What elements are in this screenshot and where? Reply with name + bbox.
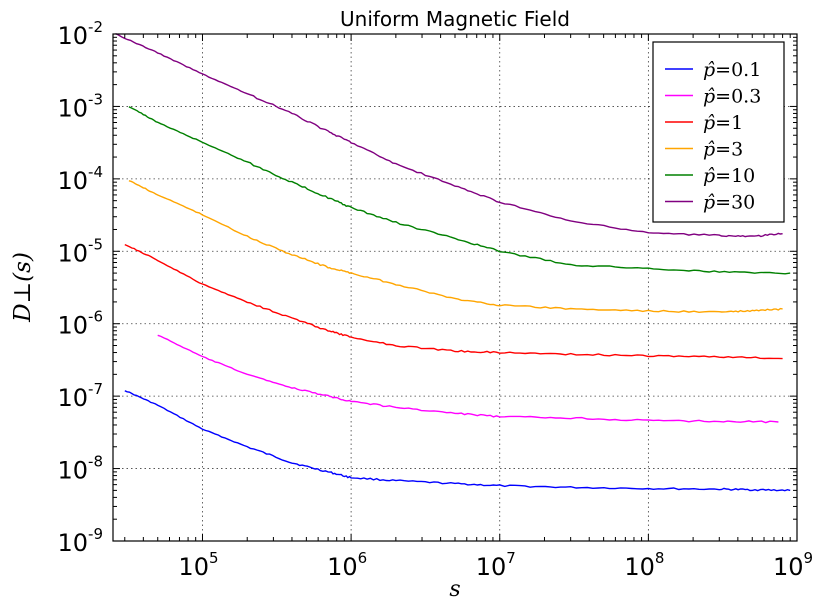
x-tick-label: 109 <box>773 549 813 581</box>
legend-label: p̂=0.3 <box>703 86 761 108</box>
y-tick-label: 10-9 <box>57 525 103 557</box>
grid-layer <box>113 34 798 541</box>
x-axis-label: s <box>449 577 460 602</box>
series-line <box>115 32 783 238</box>
legend-label: p̂=1 <box>703 112 743 134</box>
y-tick-label: 10-7 <box>57 380 103 412</box>
series-line <box>128 106 791 275</box>
series-layer <box>115 32 791 492</box>
legend: p̂=0.1 p̂=0.3 p̂=1 p̂=3 p̂=10 p̂=30 <box>652 41 785 223</box>
series-line <box>124 243 783 360</box>
legend-label: p̂=0.1 <box>703 59 761 81</box>
chart-title: Uniform Magnetic Field <box>340 7 570 31</box>
x-tick-label: 107 <box>476 549 516 581</box>
series-line <box>157 334 779 424</box>
x-tick-label: 108 <box>624 549 664 581</box>
x-tick-label: 105 <box>178 549 218 581</box>
x-tick-label: 106 <box>327 549 367 581</box>
legend-label: p̂=30 <box>703 192 755 214</box>
tick-layer: 105 106 107 108 109 10-9 10-8 10-7 10-6 10-5 10-4 1… <box>57 18 813 581</box>
y-tick-label: 10-3 <box>57 90 103 122</box>
legend-label: p̂=3 <box>703 139 743 161</box>
series-line <box>128 180 783 314</box>
y-tick-label: 10-2 <box>57 18 103 50</box>
y-tick-label: 10-5 <box>57 235 103 267</box>
legend-box <box>652 41 785 223</box>
legend-label: p̂=10 <box>703 165 755 187</box>
y-tick-label: 10-4 <box>57 163 103 195</box>
series-line <box>124 390 791 492</box>
y-tick-label: 10-6 <box>57 308 103 340</box>
y-axis-label: D⊥(s) <box>10 252 36 323</box>
y-axis-label-text: D⊥(s) <box>10 252 36 323</box>
y-tick-label: 10-8 <box>57 453 103 485</box>
